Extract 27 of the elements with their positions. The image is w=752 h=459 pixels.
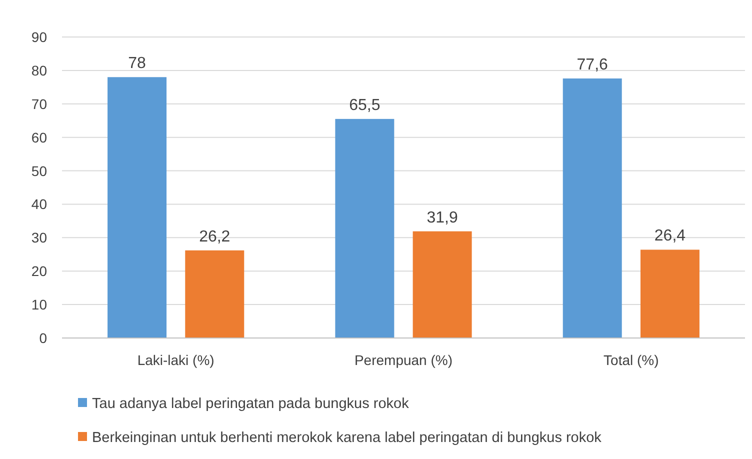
x-tick-label: Laki-laki (%): [137, 352, 214, 368]
y-tick-label: 70: [31, 96, 48, 112]
legend-label: Berkeinginan untuk berhenti merokok karena label peringatan di bungkus rokok: [92, 430, 602, 446]
y-tick-label: 20: [31, 263, 48, 280]
y-tick-label: 40: [31, 196, 48, 212]
bar: [640, 250, 700, 338]
y-tick-label: 80: [31, 62, 48, 78]
x-tick-label: Perempuan (%): [354, 352, 453, 368]
y-tick-label: 60: [31, 129, 48, 146]
y-tick-label: 0: [39, 330, 48, 346]
legend-label: Tau adanya label peringatan pada bungkus rokok: [92, 396, 410, 412]
y-tick-label: 10: [31, 296, 48, 313]
y-tick-label: 50: [31, 162, 48, 179]
bar: [335, 118, 394, 338]
data-label: 26,2: [199, 228, 230, 246]
bar: [562, 78, 622, 338]
bar: [185, 250, 244, 338]
data-label: 31,9: [426, 209, 458, 226]
bar: [412, 231, 472, 338]
y-tick-label: 30: [31, 230, 48, 246]
data-label: 26,4: [654, 228, 686, 245]
x-tick-label: Total (%): [604, 352, 659, 368]
y-tick-label: 90: [31, 29, 48, 45]
data-label: 77,6: [576, 56, 608, 74]
bar: [108, 77, 167, 338]
data-label: 65,5: [349, 96, 380, 114]
data-label: 78: [128, 55, 146, 72]
